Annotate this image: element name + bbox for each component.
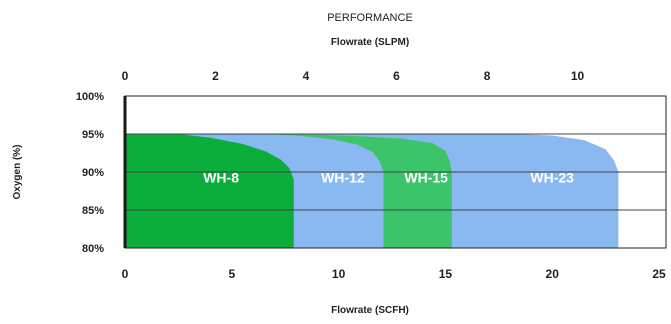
bottom-tick-label: 10	[332, 267, 346, 281]
bottom-tick-label: 25	[652, 267, 666, 281]
y-tick-label: 95%	[82, 129, 104, 141]
top-tick-label: 4	[303, 69, 310, 83]
top-axis-label: Flowrate (SLPM)	[331, 37, 409, 48]
y-tick-label: 80%	[82, 243, 104, 255]
bottom-tick-label: 15	[439, 267, 453, 281]
chart-title: PERFORMANCE	[327, 12, 413, 24]
bottom-tick-label: 5	[228, 267, 235, 281]
y-axis-label: Oxygen (%)	[12, 144, 23, 199]
series-labels: WH-23 WH-15 WH-12 WH-8	[203, 170, 574, 186]
y-tick-label: 85%	[82, 205, 104, 217]
y-tick-label: 100%	[76, 91, 104, 103]
top-tick-label: 8	[484, 69, 491, 83]
area-wh-8	[125, 134, 294, 248]
top-tick-label: 6	[393, 69, 400, 83]
top-tick-label: 10	[571, 69, 585, 83]
series-areas	[125, 134, 619, 248]
top-axis-ticks: 0 2 4 6 8 10	[122, 69, 585, 83]
series-label-wh-15: WH-15	[404, 170, 448, 186]
bottom-axis-ticks: 0 5 10 15 20 25	[122, 267, 666, 281]
plot-frame	[124, 95, 667, 249]
top-tick-label: 0	[122, 69, 129, 83]
top-tick-label: 2	[212, 69, 219, 83]
y-tick-label: 90%	[82, 167, 104, 179]
series-label-wh-23: WH-23	[530, 170, 574, 186]
y-axis-ticks: 80% 85% 90% 95% 100%	[76, 91, 104, 255]
plot-area: WH-23 WH-15 WH-12 WH-8	[123, 95, 667, 249]
series-label-wh-12: WH-12	[321, 170, 365, 186]
bottom-tick-label: 0	[122, 267, 129, 281]
series-label-wh-8: WH-8	[203, 170, 239, 186]
bottom-tick-label: 20	[546, 267, 560, 281]
bottom-axis-label: Flowrate (SCFH)	[331, 305, 409, 316]
